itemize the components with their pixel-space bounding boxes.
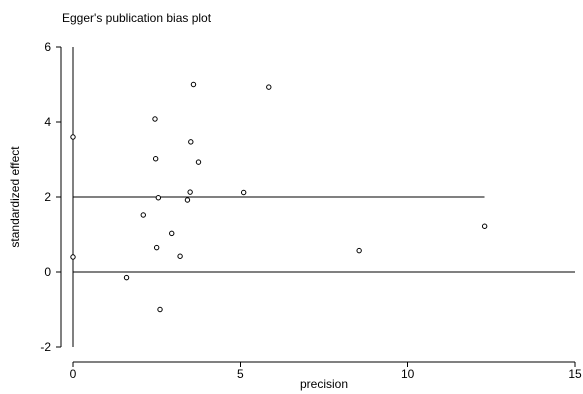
chart-title: Egger's publication bias plot [62,11,212,25]
data-point-8 [157,306,163,313]
y-tick-label-2: 2 [44,190,51,204]
data-point-19 [481,223,488,229]
data-point-17 [266,84,272,90]
data-point-7 [155,195,162,201]
data-point-11 [184,197,191,203]
data-point-3 [140,212,146,218]
x-tick-label-3: 15 [568,367,582,381]
data-point-4 [152,116,158,122]
y-tick-label-1: 0 [44,265,51,279]
y-tick-label-4: 6 [44,40,51,54]
x-axis-label: precision [300,377,348,391]
data-point-2 [123,274,130,281]
data-point-13 [188,139,194,145]
x-tick-label-1: 5 [237,367,244,381]
data-point-1 [70,254,76,260]
y-tick-label-0: -2 [40,340,51,354]
y-tick-label-3: 4 [44,115,51,129]
reference-lines-layer [72,47,575,347]
data-point-18 [356,247,362,254]
data-point-0 [70,134,76,140]
data-point-10 [177,253,183,259]
data-point-9 [169,230,175,237]
data-point-12 [187,189,193,195]
data-point-5 [152,156,159,162]
y-axis-label: standardized effect [8,146,22,248]
data-point-6 [153,244,160,251]
axes-layer: 0 5 10 15 -2 0 2 4 6 [40,40,582,381]
data-point-15 [195,159,202,165]
x-tick-label-2: 10 [401,367,415,381]
x-tick-label-0: 0 [70,367,77,381]
data-point-14 [190,81,197,88]
data-point-16 [240,189,247,196]
data-points-layer [70,81,488,313]
